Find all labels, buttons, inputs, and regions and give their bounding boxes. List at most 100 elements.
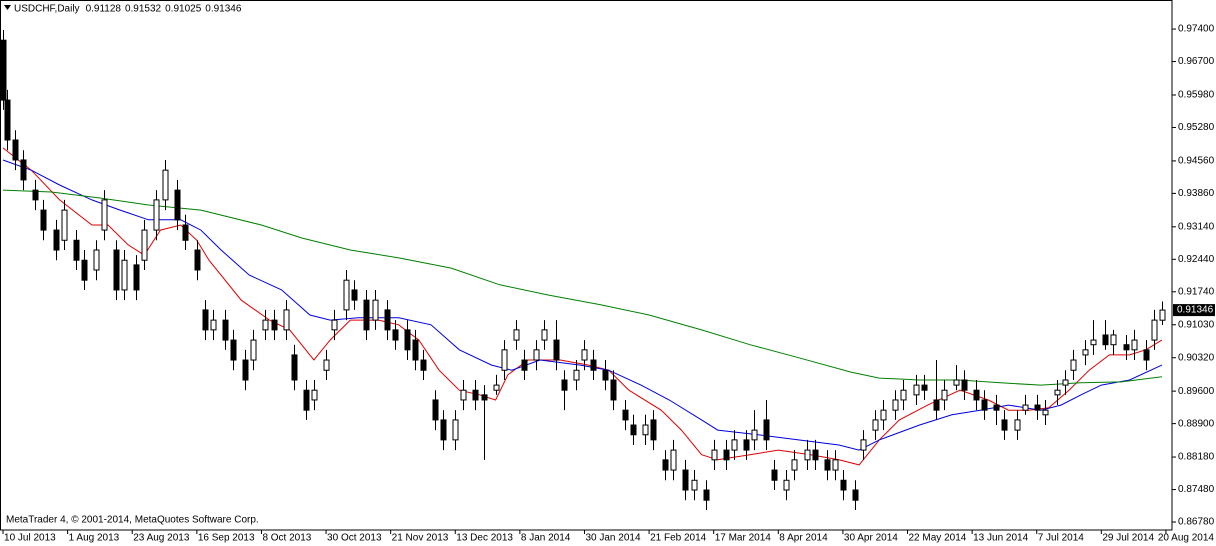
y-tick-label: 0.93140 <box>1178 221 1215 232</box>
y-tick-label: 0.86780 <box>1178 517 1215 528</box>
y-tick-label: 0.97400 <box>1178 24 1215 35</box>
candle-body <box>283 309 290 331</box>
candle-body <box>682 469 689 491</box>
candle-body <box>440 419 447 441</box>
moving-average <box>2 159 1163 451</box>
y-tick-label: 0.88180 <box>1178 452 1215 463</box>
candle-body <box>392 329 399 341</box>
candle-body <box>860 439 867 451</box>
candle-body <box>174 189 181 221</box>
candle-body <box>501 349 508 371</box>
x-tick-label: 8 Apr 2014 <box>779 533 828 544</box>
candle-body <box>1090 339 1097 346</box>
candle-body <box>472 389 479 401</box>
candle-body <box>824 459 831 471</box>
candle-body <box>182 224 189 241</box>
candle-body <box>40 209 47 231</box>
candle-body <box>194 249 201 271</box>
candle-body <box>1054 389 1061 396</box>
candle-body <box>230 339 237 361</box>
header-value: 0.91346 <box>205 4 242 15</box>
x-tick-label: 8 Jan 2014 <box>521 533 571 544</box>
y-tick-label: 0.89600 <box>1178 386 1215 397</box>
candle-body <box>271 319 278 331</box>
y-tick-label: 0.93860 <box>1178 188 1215 199</box>
moving-average <box>2 147 1163 466</box>
candle-body <box>933 399 940 411</box>
candle-body <box>650 419 657 441</box>
candle-body <box>1042 409 1049 416</box>
candle-body <box>0 39 7 101</box>
candle-body <box>32 189 39 201</box>
candle-body <box>1070 359 1077 371</box>
candle-body <box>1034 404 1041 411</box>
candle-body <box>610 379 617 401</box>
candle-body <box>1143 349 1150 361</box>
candle-body <box>73 239 80 261</box>
candle-body <box>1151 319 1158 341</box>
candle-body <box>460 389 467 401</box>
x-tick-label: 21 Nov 2013 <box>392 533 449 544</box>
x-tick-label: 30 Oct 2013 <box>327 533 382 544</box>
candle-body <box>412 339 419 361</box>
candle-body <box>662 459 669 471</box>
x-tick-label: 22 May 2014 <box>909 533 967 544</box>
candle-body <box>363 299 370 331</box>
candle-body <box>1062 379 1069 386</box>
candle-body <box>404 329 411 351</box>
candle-body <box>210 319 217 331</box>
candle-body <box>141 229 148 261</box>
candle-body <box>343 279 350 311</box>
price-marker-label: 0.91346 <box>1177 305 1214 316</box>
x-tick-label: 8 Oct 2013 <box>262 533 311 544</box>
candle-body <box>1022 404 1029 411</box>
x-tick-label: 30 Apr 2014 <box>844 533 898 544</box>
y-tick-label: 0.95280 <box>1178 122 1215 133</box>
copyright: MetaTrader 4, © 2001-2014, MetaQuotes So… <box>6 515 259 526</box>
candle-body <box>153 199 160 231</box>
candle-body <box>921 384 928 391</box>
candle-body <box>541 329 548 341</box>
y-tick-label: 0.90320 <box>1178 352 1215 363</box>
candle-body <box>981 399 988 411</box>
candle-body <box>804 449 811 461</box>
candle-body <box>832 459 839 471</box>
plot-frame <box>0 0 1173 531</box>
candle-body <box>101 199 108 231</box>
candle-body <box>521 359 528 371</box>
y-tick-label: 0.95980 <box>1178 90 1215 101</box>
candle-body <box>892 399 899 411</box>
candle-body <box>162 169 169 201</box>
candle-body <box>622 409 629 421</box>
candle-body <box>133 264 140 291</box>
header-value: 0.91025 <box>165 4 202 15</box>
candle-body <box>691 479 698 491</box>
x-tick-label: 23 Aug 2013 <box>133 533 190 544</box>
candle-body <box>1123 344 1130 351</box>
candle-body <box>711 449 718 461</box>
candle-body <box>791 459 798 471</box>
candle-body <box>262 319 269 331</box>
x-tick-label: 21 Feb 2014 <box>650 533 707 544</box>
candle-body <box>291 354 298 381</box>
candle-body <box>812 449 819 461</box>
x-tick-label: 16 Sep 2013 <box>198 533 255 544</box>
candle-body <box>1131 339 1138 351</box>
candle-body <box>481 394 488 401</box>
candle-body <box>961 379 968 391</box>
candle-body <box>81 259 88 281</box>
candle-body <box>751 429 758 441</box>
candle-body <box>323 359 330 371</box>
candle-body <box>1082 349 1089 356</box>
candle-body <box>670 449 677 471</box>
candle-body <box>222 319 229 341</box>
candle-body <box>202 309 209 331</box>
y-tick-label: 0.87480 <box>1178 484 1215 495</box>
candle-body <box>53 229 60 251</box>
y-tick-label: 0.96700 <box>1178 56 1215 67</box>
x-tick-label: 29 Jul 2014 <box>1102 533 1154 544</box>
candle-body <box>513 329 520 341</box>
candle-body <box>432 399 439 421</box>
